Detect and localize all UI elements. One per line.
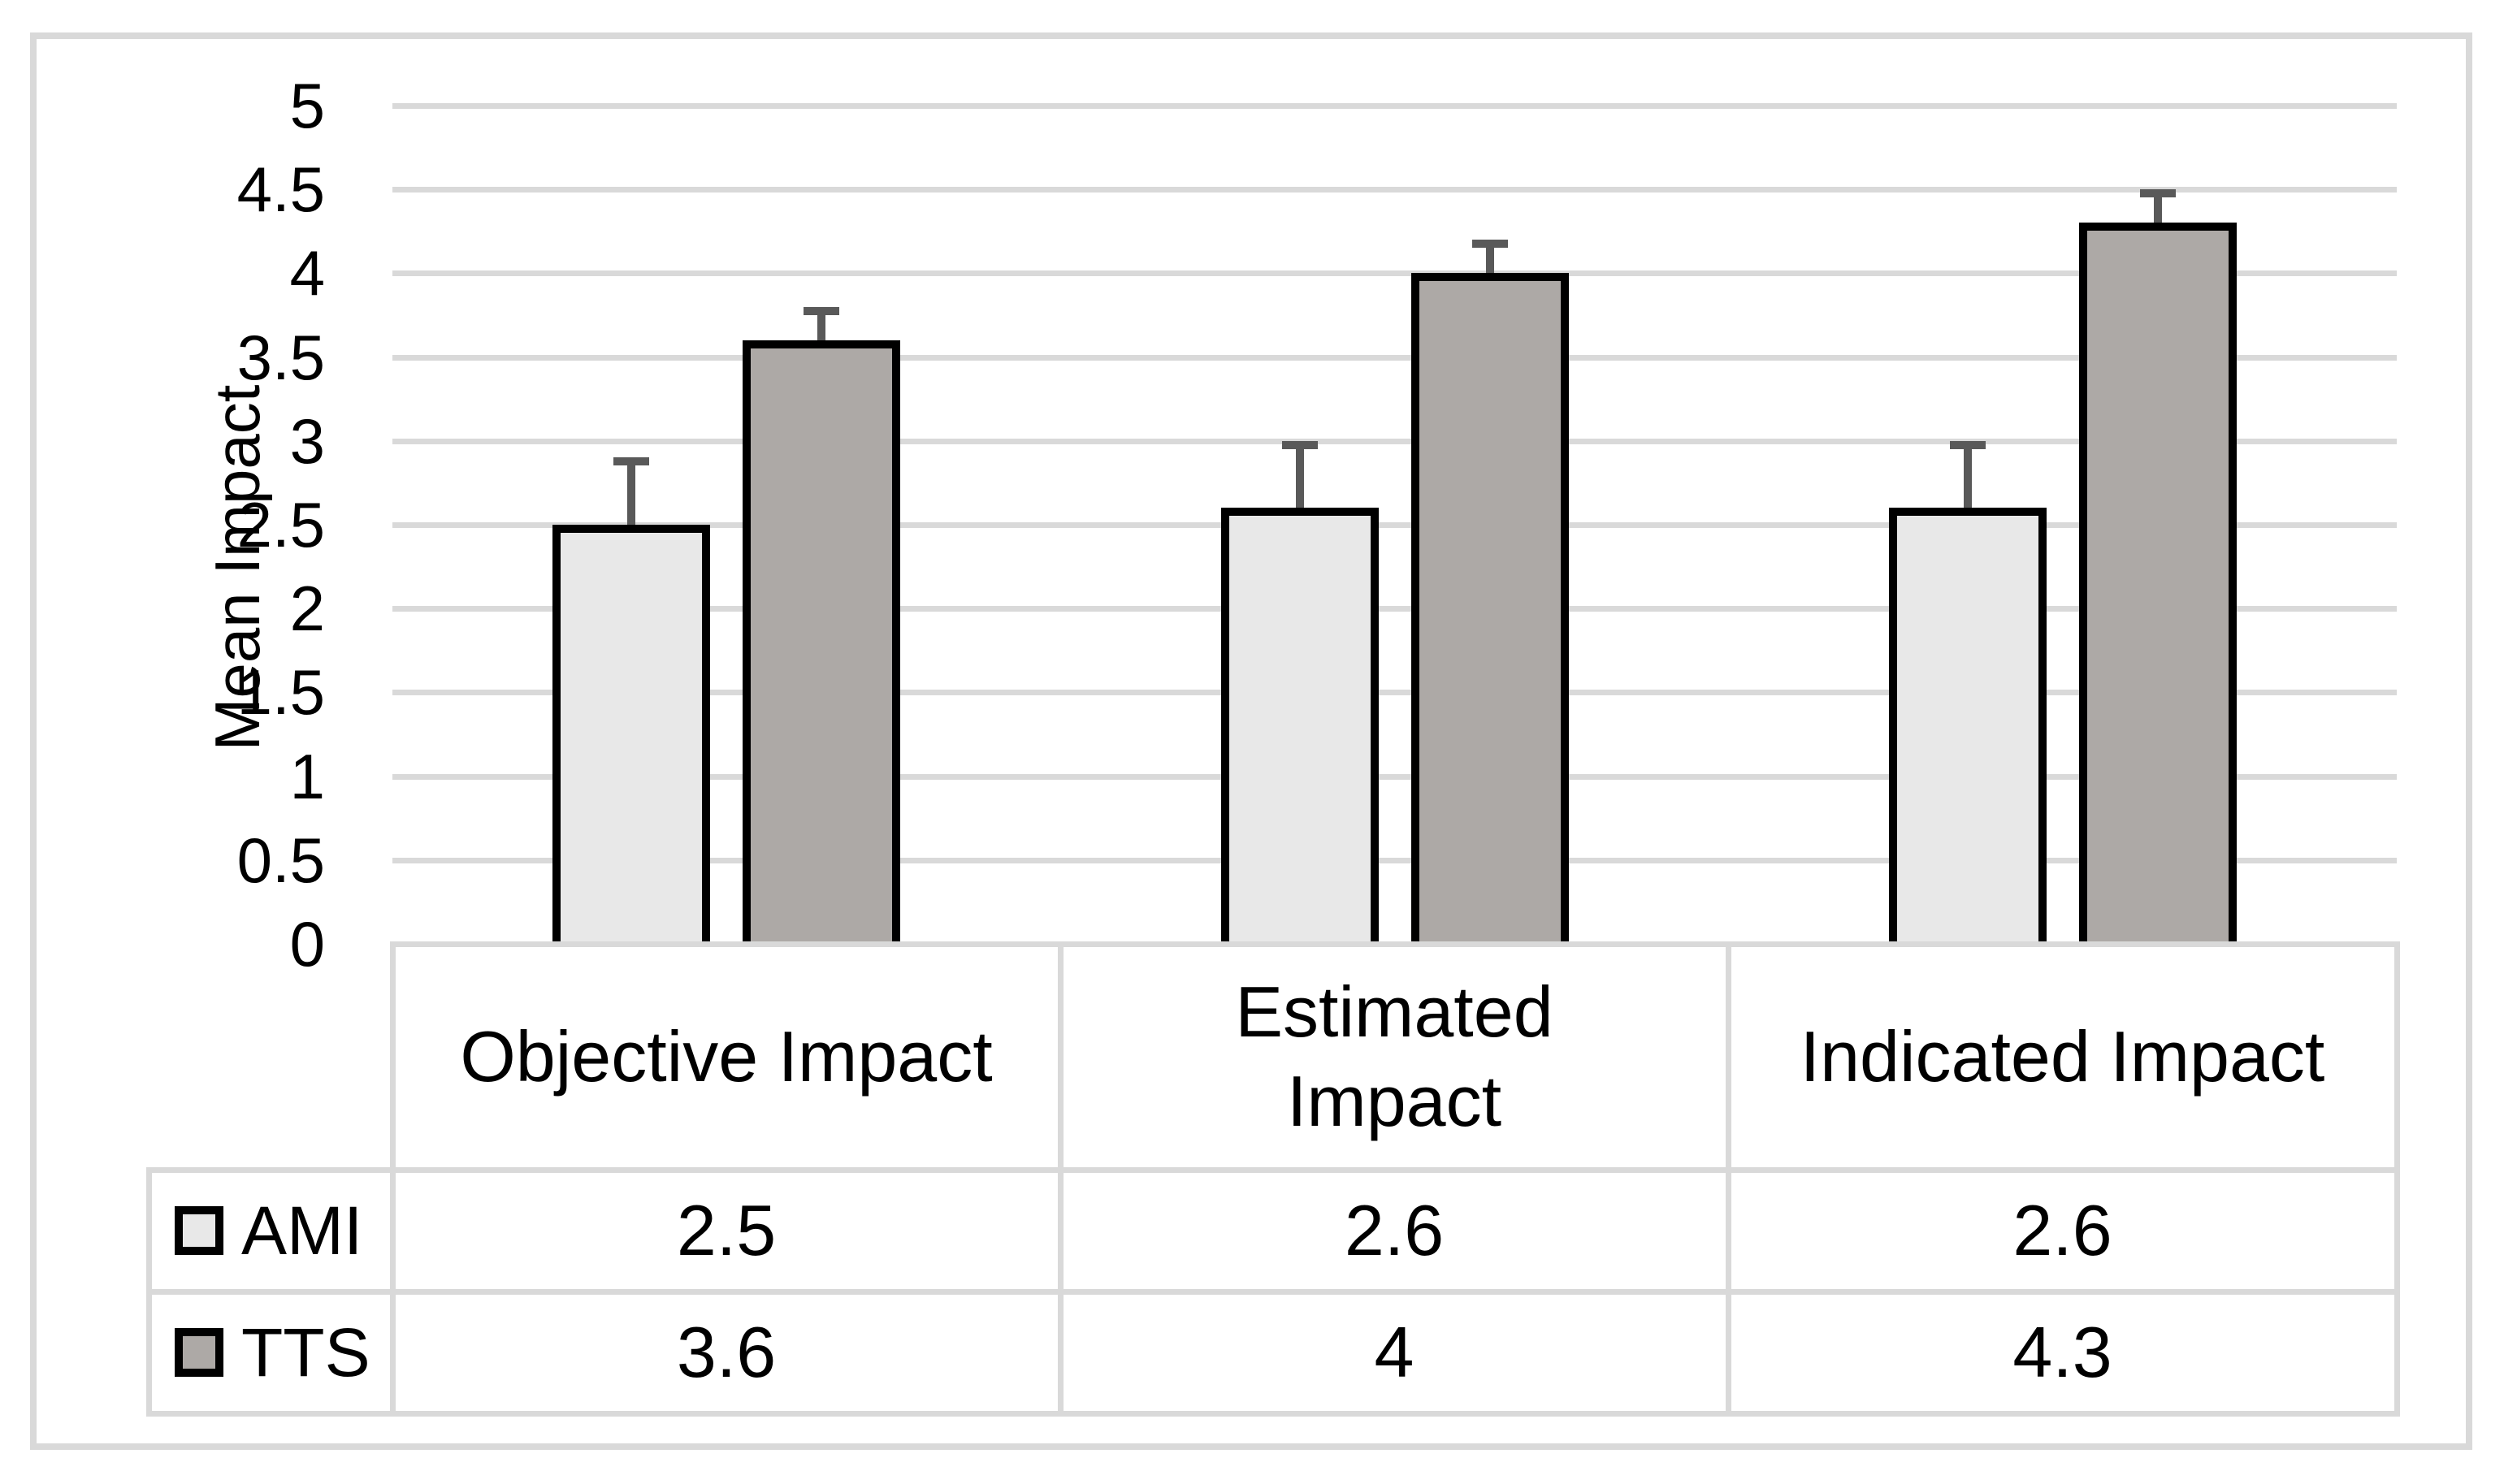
gridline [392,438,2397,444]
bar-tts-1 [1410,273,1569,944]
error-bar-stem-tts-2 [2153,193,2162,223]
y-tick-label: 2 [289,573,325,645]
y-tick-label: 3 [289,405,325,477]
legend-row-tts: TTS [152,1295,389,1410]
error-bar-stem-ami-1 [1295,444,1304,508]
table-value-tts-2: 4.3 [2012,1312,2112,1392]
bar-tts-2 [2078,223,2237,944]
table-value-ami-1: 2.6 [1344,1190,1445,1270]
bar-ami-1 [1220,508,1379,944]
y-tick-label: 1 [289,740,325,812]
table-line-v3 [2394,941,2400,1417]
error-bar-cap-tts-1 [1471,240,1508,249]
table-value-tts-0: 3.6 [676,1312,777,1392]
error-bar-cap-ami-1 [1281,440,1318,449]
table-line-h2 [146,1289,2400,1295]
legend-key-tts [175,1328,223,1377]
table-value-ami-2: 2.6 [2012,1190,2112,1270]
table-line-v1 [1058,941,1064,1417]
table-line-v2 [1726,941,1731,1417]
table-header-0: Objective Impact [460,1016,993,1097]
chart-outer-frame: Mean Impact 5 4.5 4 3.5 3 2.5 2 1.5 1 0.5 0 Objecti… [30,32,2472,1450]
error-bar-cap-ami-0 [613,457,650,466]
table-line-v0 [390,941,396,1417]
bar-ami-0 [552,525,711,944]
table-value-tts-1: 4 [1374,1312,1414,1392]
error-bar-stem-ami-2 [1963,444,1972,508]
table-value-ami-0: 2.5 [676,1190,777,1270]
bar-ami-2 [1888,508,2047,944]
gridline [392,522,2397,528]
table-line-h1 [146,1167,2400,1173]
gridline [392,857,2397,863]
table-header-2: Indicated Impact [1800,1016,2325,1097]
y-tick-label: 0 [289,908,325,980]
gridline [392,354,2397,361]
legend-label-ami: AMI [241,1192,363,1269]
error-bar-stem-tts-0 [817,310,826,340]
table-header-1: Estimated Impact [1235,971,1553,1141]
y-tick-label: 5 [289,70,325,141]
y-tick-label: 1.5 [236,656,325,729]
table-line-top [390,941,2400,947]
y-tick-label: 0.5 [236,824,325,896]
error-bar-stem-ami-0 [627,461,636,525]
gridline [392,690,2397,696]
gridline [392,187,2397,193]
gridline [392,103,2397,109]
table-line-stub-left [146,1167,152,1417]
gridline [392,270,2397,277]
error-bar-cap-tts-2 [2139,189,2176,198]
table-line-h3 [146,1411,2400,1417]
legend-row-ami: AMI [152,1173,389,1288]
y-tick-label: 4 [289,237,325,309]
gridline [392,606,2397,612]
y-tick-label: 3.5 [236,321,325,393]
error-bar-cap-ami-2 [1949,440,1986,449]
bar-tts-0 [743,340,901,944]
error-bar-stem-tts-1 [1485,244,1494,274]
legend-key-ami [175,1206,223,1255]
error-bar-cap-tts-0 [804,306,840,315]
gridline [392,773,2397,780]
y-tick-label: 4.5 [236,154,325,226]
y-tick-label: 2.5 [236,489,325,560]
legend-label-tts: TTS [241,1313,370,1391]
